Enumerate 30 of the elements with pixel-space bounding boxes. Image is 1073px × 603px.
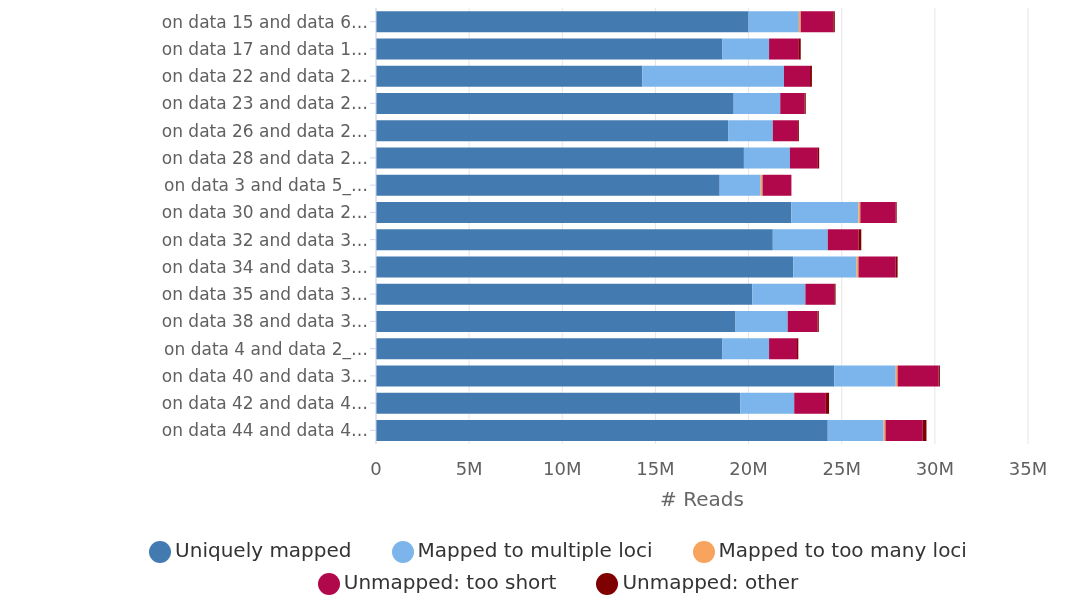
x-tick-label: 5M xyxy=(455,457,483,479)
y-tick-label: on data 42 and data 4… xyxy=(161,393,368,414)
y-tick-label: on data 34 and data 3… xyxy=(161,256,368,277)
x-tick-label: 35M xyxy=(1008,457,1048,479)
legend-label: Uniquely mapped xyxy=(175,538,352,562)
y-tick-label: on data 32 and data 3… xyxy=(161,229,368,250)
legend-label: Unmapped: too short xyxy=(343,570,557,594)
y-tick-label: on data 26 and data 2… xyxy=(161,120,368,141)
y-tick-label: on data 38 and data 3… xyxy=(161,311,368,332)
y-tick-label: on data 15 and data 6… xyxy=(161,11,368,32)
y-tick-label: on data 30 and data 2… xyxy=(161,202,368,223)
legend-label: Mapped to too many loci xyxy=(718,538,967,562)
x-tick-label: 0 xyxy=(370,457,382,479)
x-tick-label: 10M xyxy=(543,457,582,479)
y-tick-label: on data 17 and data 1… xyxy=(161,38,368,59)
x-tick-label: 15M xyxy=(636,457,675,479)
y-tick-label: on data 35 and data 3… xyxy=(161,284,368,305)
legend-label: Mapped to multiple loci xyxy=(417,538,653,562)
legend-label: Unmapped: other xyxy=(622,570,799,594)
x-axis-title: # Reads xyxy=(660,487,744,512)
y-tick-label: on data 23 and data 2… xyxy=(161,93,368,114)
y-tick-label: on data 3 and data 5_… xyxy=(164,175,368,197)
x-tick-label: 30M xyxy=(915,457,955,479)
x-tick-label: 25M xyxy=(822,457,861,479)
y-tick-label: on data 28 and data 2… xyxy=(161,147,368,168)
x-tick-label: 20M xyxy=(729,457,768,479)
y-tick-label: on data 44 and data 4… xyxy=(161,420,368,441)
y-tick-label: on data 22 and data 2… xyxy=(161,66,368,87)
y-tick-label: on data 40 and data 3… xyxy=(161,365,368,386)
y-tick-label: on data 4 and data 2_… xyxy=(164,338,368,360)
